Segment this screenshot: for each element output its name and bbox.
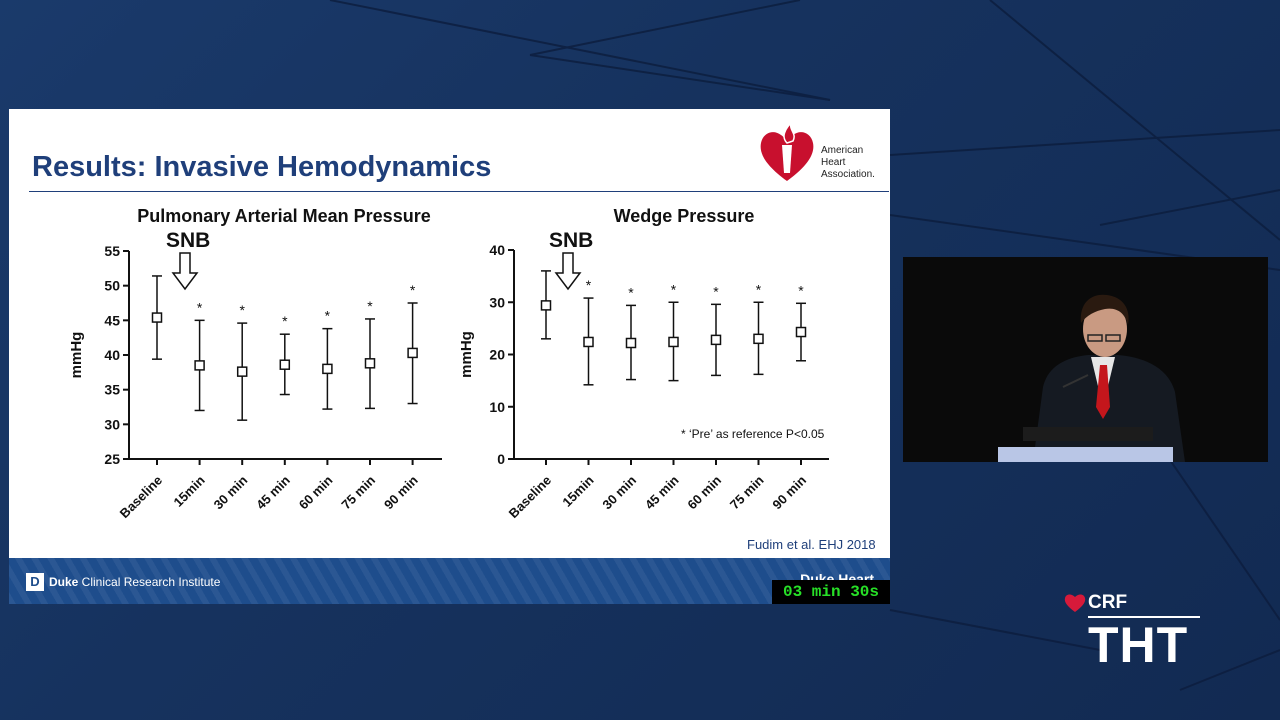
data-point xyxy=(668,336,679,348)
y-axis-label: mmHg xyxy=(69,332,85,379)
data-point xyxy=(795,326,807,338)
significance-star: * xyxy=(713,283,719,299)
y-tick-label: 20 xyxy=(489,347,505,363)
snb-annotation: SNB xyxy=(549,229,593,252)
significance-star: * xyxy=(197,299,203,315)
x-tick-label: 75 min xyxy=(338,472,378,512)
significance-star: * xyxy=(756,281,762,297)
speaker-figure xyxy=(903,257,1268,462)
data-point xyxy=(194,360,205,371)
pap-chart: Pulmonary Arterial Mean Pressure 25 30 35 40… xyxy=(69,206,442,521)
data-point xyxy=(710,334,722,346)
y-tick-label: 10 xyxy=(489,399,505,415)
significance-star: * xyxy=(282,313,288,329)
chart-title: Pulmonary Arterial Mean Pressure xyxy=(137,206,430,226)
institute-name-bold: Duke xyxy=(49,575,79,589)
wedge-chart: Wedge Pressure 0 10 20 30 40 Baseline 15min 30 m… xyxy=(459,206,829,521)
heart-icon xyxy=(1064,594,1086,612)
snb-annotation: SNB xyxy=(166,229,210,252)
aha-wordmark: American Heart Association. xyxy=(821,145,875,181)
x-tick-label: 15min xyxy=(559,472,596,509)
y-tick-label: 30 xyxy=(104,416,120,432)
aha-name-line2: Heart xyxy=(821,157,846,168)
data-point xyxy=(583,336,594,348)
x-tick-label: 90 min xyxy=(381,472,421,512)
significance-star: * xyxy=(628,284,634,300)
x-tick-label: 60 min xyxy=(296,472,336,512)
y-tick-label: 45 xyxy=(104,312,120,328)
title-divider xyxy=(29,191,889,192)
y-tick-label: 40 xyxy=(489,242,505,258)
y-tick-label: 0 xyxy=(497,451,505,467)
significance-star: * xyxy=(367,298,373,314)
duke-shield-icon: D xyxy=(26,573,44,591)
x-tick-label: 45 min xyxy=(253,472,293,512)
significance-star: * xyxy=(671,281,677,297)
slide-title: Results: Invasive Hemodynamics xyxy=(32,151,492,183)
snb-arrow-icon xyxy=(171,252,199,291)
data-point xyxy=(407,347,418,359)
x-tick-label: 90 min xyxy=(769,472,809,512)
significance-footnote: * ‘Pre’ as reference P<0.05 xyxy=(681,427,825,441)
data-point xyxy=(540,300,552,311)
x-tick-label: 75 min xyxy=(727,472,767,512)
citation: Fudim et al. EHJ 2018 xyxy=(747,537,876,552)
data-point xyxy=(364,358,376,369)
aha-heart-torch-icon xyxy=(760,120,814,181)
x-tick-label: 60 min xyxy=(684,472,724,512)
crf-rule xyxy=(1088,616,1200,618)
significance-star: * xyxy=(239,302,245,318)
crf-wordmark: CRF xyxy=(1088,592,1128,613)
slide-footer: D Duke Clinical Research Institute Duke … xyxy=(9,558,890,604)
y-tick-label: 50 xyxy=(104,278,120,294)
aha-name-line1: American xyxy=(821,145,864,156)
data-point xyxy=(236,366,248,377)
data-point xyxy=(625,337,637,349)
significance-star: * xyxy=(325,308,331,324)
y-tick-label: 30 xyxy=(489,294,505,310)
event-name: THT xyxy=(1088,617,1189,673)
y-tick-label: 25 xyxy=(104,451,120,467)
x-tick-label: Baseline xyxy=(506,473,554,521)
significance-star: * xyxy=(410,282,416,298)
y-tick-label: 55 xyxy=(104,243,120,259)
snb-arrow-icon xyxy=(554,252,582,291)
x-tick-label: 30 min xyxy=(599,472,639,512)
y-tick-label: 40 xyxy=(104,347,120,363)
data-point xyxy=(322,363,333,375)
institute-name: Duke Clinical Research Institute xyxy=(49,575,220,589)
y-tick-label: 35 xyxy=(104,382,120,398)
y-axis-label: mmHg xyxy=(459,331,475,378)
chart-title: Wedge Pressure xyxy=(614,206,755,226)
aha-logo: American Heart Association. xyxy=(757,115,887,187)
crf-tht-logo: CRF THT xyxy=(1064,592,1204,673)
x-tick-label: 30 min xyxy=(211,472,251,512)
institute-name-rest: Clinical Research Institute xyxy=(78,575,221,589)
presentation-timer: 03 min 30s xyxy=(772,580,890,604)
significance-star: * xyxy=(798,282,804,298)
aha-name-line3: Association. xyxy=(821,169,875,180)
x-tick-label: Baseline xyxy=(117,473,165,521)
data-point xyxy=(279,359,291,370)
presentation-slide: Results: Invasive Hemodynamics American … xyxy=(9,109,890,604)
x-tick-label: 15min xyxy=(171,472,208,509)
x-tick-label: 45 min xyxy=(642,472,682,512)
data-point xyxy=(151,312,163,323)
data-point xyxy=(753,333,764,345)
significance-star: * xyxy=(586,277,592,293)
speaker-video xyxy=(903,257,1268,462)
